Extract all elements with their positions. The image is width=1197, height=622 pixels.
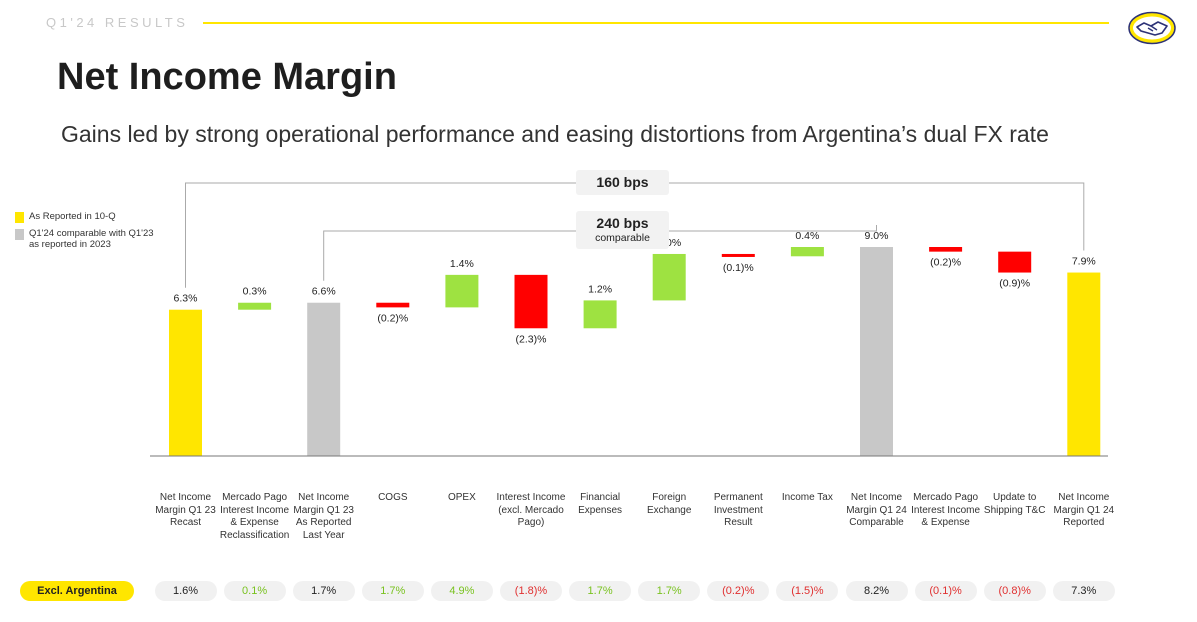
bar-10: [860, 247, 893, 456]
bar-12: [998, 251, 1032, 273]
excl-argentina-badge: Excl. Argentina: [20, 581, 134, 601]
category-label-7: Foreign Exchange: [646, 492, 692, 516]
bar-11: [929, 247, 963, 252]
bracket-comparable-right: [669, 225, 877, 232]
value-label-4: 1.4%: [450, 258, 474, 270]
value-label-2: 6.6%: [312, 286, 336, 298]
legend-label-reported: As Reported in 10-Q: [29, 211, 116, 222]
category-label-11: Mercado Pago Interest Income & Expense: [911, 492, 981, 528]
category-label-13: Net Income Margin Q1 24 Reported: [1053, 492, 1115, 528]
bar-13: [1067, 272, 1101, 456]
excl-argentina-value-2: 1.7%: [292, 581, 355, 601]
category-label-0: Net Income Margin Q1 23 Recast: [155, 492, 216, 528]
bar-1: [238, 302, 272, 310]
bar-0: [169, 309, 202, 456]
excl-argentina-value-6: 1.7%: [569, 581, 632, 601]
excl-argentina-value-7: 1.7%: [638, 581, 701, 601]
callout-comparable: 240 bps comparable: [576, 211, 669, 249]
bar-2: [307, 302, 341, 456]
category-label-5: Interest Income (excl. Mercado Pago): [496, 492, 566, 528]
excl-argentina-value-9: (1.5)%: [776, 581, 839, 601]
page-subtitle: Gains led by strong operational performa…: [61, 121, 1049, 147]
bar-6: [583, 300, 617, 329]
excl-argentina-value-12: (0.8)%: [983, 581, 1046, 601]
excl-argentina-value-0: 1.6%: [154, 581, 217, 601]
handshake-logo-icon: [1128, 11, 1176, 45]
value-label-8: (0.1)%: [723, 262, 754, 274]
bar-3: [376, 302, 410, 308]
excl-argentina-value-8: (0.2)%: [707, 581, 770, 601]
bracket-comparable-left: [323, 230, 576, 281]
excl-argentina-value-11: (0.1)%: [914, 581, 977, 601]
category-label-9: Income Tax: [781, 492, 833, 503]
bracket-total-right: [669, 182, 1085, 251]
header-divider: [203, 22, 1109, 24]
excl-argentina-value-5: (1.8)%: [500, 581, 562, 601]
value-label-12: (0.9)%: [999, 278, 1030, 290]
value-label-6: 1.2%: [588, 283, 612, 295]
category-labels: Net Income Margin Q1 23 Recast Mercado Pa…: [0, 492, 1197, 562]
bar-5: [514, 274, 548, 329]
legend-swatch-reported: [15, 212, 24, 223]
excl-argentina-value-1: 0.1%: [223, 581, 286, 601]
category-label-8: Permanent Investment Result: [713, 492, 763, 528]
category-label-6: Financial Expenses: [578, 492, 623, 516]
excl-argentina-value-3: 1.7%: [361, 581, 424, 601]
bracket-total-left: [185, 182, 576, 288]
excl-argentina-value-10: 8.2%: [845, 581, 908, 601]
bar-7: [652, 253, 686, 301]
legend-item-reported: As Reported in 10-Q: [15, 211, 154, 223]
value-label-11: (0.2)%: [930, 257, 961, 269]
legend-label-comparable: Q1'24 comparable with Q1'23 as reported …: [29, 228, 154, 250]
header-section-label: Q1'24 RESULTS: [46, 15, 189, 30]
callout-comparable-sub: comparable: [595, 232, 650, 244]
excl-argentina-value-13: 7.3%: [1052, 581, 1115, 601]
legend-swatch-comparable: [15, 229, 24, 240]
value-label-3: (0.2)%: [377, 312, 408, 324]
category-label-2: Net Income Margin Q1 23 As Reported Last…: [293, 492, 354, 541]
excl-argentina-value-4: 4.9%: [430, 581, 493, 601]
bar-8: [721, 253, 755, 257]
callout-total: 160 bps: [576, 170, 669, 195]
category-label-1: Mercado Pago Interest Income & Expense R…: [219, 492, 290, 541]
value-label-13: 7.9%: [1072, 256, 1096, 268]
value-label-5: (2.3)%: [516, 333, 547, 345]
value-label-0: 6.3%: [174, 293, 198, 305]
category-label-3: COGS: [378, 492, 408, 503]
category-label-4: OPEX: [447, 492, 476, 503]
category-label-10: Net Income Margin Q1 24 Comparable: [846, 492, 907, 528]
callout-comparable-value: 240 bps: [596, 215, 649, 231]
value-label-1: 0.3%: [243, 286, 267, 298]
chart-legend: As Reported in 10-Q Q1'24 comparable wit…: [15, 211, 154, 256]
value-label-10: 9.0%: [865, 230, 889, 242]
category-label-12: Update to Shipping T&C: [983, 492, 1046, 516]
bar-4: [445, 274, 479, 308]
bar-9: [790, 247, 824, 257]
value-label-9: 0.4%: [795, 230, 819, 242]
page-title: Net Income Margin: [57, 56, 397, 98]
legend-item-comparable: Q1'24 comparable with Q1'23 as reported …: [15, 228, 154, 250]
